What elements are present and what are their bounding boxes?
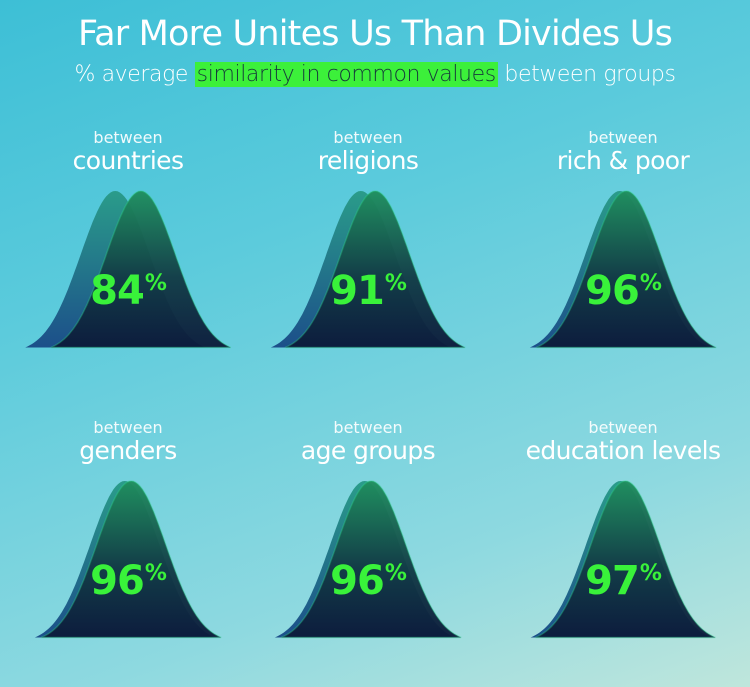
distribution-curves — [270, 190, 466, 349]
similarity-number: 96 — [330, 558, 385, 604]
panel-prefix-label: between — [93, 418, 163, 437]
similarity-value: 97% — [518, 558, 728, 604]
percent-unit: % — [144, 561, 167, 586]
similarity-value: 96% — [263, 558, 473, 604]
percent-unit: % — [144, 271, 167, 296]
distribution-curve-rim — [535, 190, 717, 349]
panel-category-label: religions — [317, 146, 419, 175]
similarity-value: 91% — [263, 268, 473, 314]
panel-category-label: age groups — [300, 436, 436, 465]
panel-education-levels: between education levels 97% — [518, 418, 728, 658]
similarity-value: 84% — [23, 268, 233, 314]
distribution-curve-rim — [40, 480, 222, 639]
panel-category-label: rich & poor — [556, 146, 690, 175]
chart-subtitle: % average similarity in common values be… — [0, 62, 750, 87]
panel-prefix-label: between — [93, 128, 163, 147]
subtitle-suffix: between groups — [504, 62, 676, 87]
distribution-curve-front — [536, 191, 717, 348]
panel-prefix-label: between — [588, 128, 658, 147]
chart-title: Far More Unites Us Than Divides Us — [77, 14, 673, 54]
distribution-curve-rim — [280, 480, 462, 639]
similarity-number: 84 — [90, 268, 145, 314]
panel-category-label: education levels — [525, 436, 721, 465]
panel-category-label: countries — [72, 146, 184, 175]
distribution-curve-front — [285, 191, 466, 348]
panel-countries: between countries 84% — [23, 128, 233, 368]
distribution-curve-front — [50, 191, 231, 348]
panel-prefix-label: between — [333, 128, 403, 147]
panel-genders: between genders 96% — [23, 418, 233, 658]
distribution-curve-front — [281, 481, 462, 638]
distribution-curves — [530, 480, 716, 639]
similarity-value: 96% — [518, 268, 728, 314]
distribution-curves — [529, 190, 717, 349]
panel-prefix-label: between — [588, 418, 658, 437]
percent-unit: % — [384, 271, 407, 296]
percent-unit: % — [639, 561, 662, 586]
distribution-curve-rim — [535, 480, 716, 639]
subtitle-prefix: % average — [74, 62, 189, 87]
similarity-number: 91 — [330, 268, 385, 314]
percent-unit: % — [384, 561, 407, 586]
panel-age-groups: between age groups 96% — [263, 418, 473, 658]
distribution-curve-front — [41, 481, 222, 638]
panel-prefix-label: between — [333, 418, 403, 437]
distribution-curve-rim — [50, 190, 232, 349]
distribution-curves — [274, 480, 462, 639]
similarity-value: 96% — [23, 558, 233, 604]
panel-category-label: genders — [79, 436, 177, 465]
percent-unit: % — [639, 271, 662, 296]
panel-rich-poor: between rich & poor 96% — [518, 128, 728, 368]
similarity-number: 96 — [585, 268, 640, 314]
distribution-curves — [25, 190, 232, 349]
distribution-curve-front — [535, 481, 716, 638]
subtitle-highlight: similarity in common values — [194, 62, 498, 87]
panel-religions: between religions 91% — [263, 128, 473, 368]
similarity-number: 96 — [90, 558, 145, 604]
similarity-number: 97 — [585, 558, 640, 604]
distribution-curve-rim — [284, 190, 466, 349]
distribution-curves — [34, 480, 222, 639]
